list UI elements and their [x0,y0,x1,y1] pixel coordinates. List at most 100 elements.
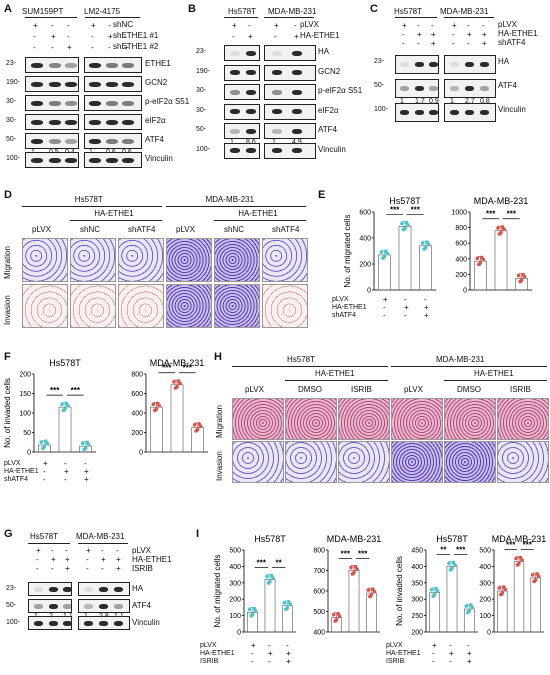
significance-label: ** [440,545,447,554]
bar-chart-I-mig-MDA: MDA-MB-231 400 500 600 700 800 *** *** [313,534,381,637]
plus-minus-mark: - [51,546,54,555]
cell-line-mda: MDA-MB-231 [76,532,125,541]
data-point [287,600,291,604]
cell-line-mda: MDA-MB-231 [205,195,255,204]
cell-line-lm2: LM2-4175 [84,7,121,16]
bar [398,225,412,291]
protein-band [106,119,118,125]
blot-strip [264,123,316,139]
band-label: GCN2 [145,78,168,87]
cell-line-sum159pt: SUM159PT [22,7,64,16]
band-label: ATF4 [318,125,337,134]
data-point [521,272,525,277]
data-point [371,587,375,591]
significance-label: *** [358,550,368,559]
blot-strip [444,79,496,98]
plus-minus-mark: + [65,564,70,573]
data-point [80,441,85,446]
data-point [265,574,269,579]
blot-strip [25,152,79,168]
bar [497,590,508,633]
data-point [480,255,484,260]
protein-band [415,62,424,67]
bar [348,570,360,633]
plus-minus-mark: + [36,546,41,555]
microscopy-image [118,238,164,282]
plus-minus-mark: + [286,649,291,658]
mw-marker: 23- [196,48,207,55]
y-tick-label: 400 [359,236,371,243]
mw-marker: 23- [6,60,17,67]
microscopy-image [391,441,443,483]
plus-minus-mark: - [286,641,289,650]
column-label: shATF4 [128,225,156,234]
plus-minus-mark: + [424,303,429,312]
mw-marker: 50- [6,602,17,609]
bar [150,406,163,453]
bar [446,566,458,633]
protein-band [49,81,61,87]
y-tick-label: 0 [237,630,241,637]
band-label: ATF4 [498,81,517,90]
y-tick-label: 100 [19,411,31,418]
data-point [499,592,503,597]
mw-marker: 190- [196,67,211,75]
protein-band [31,62,43,68]
protein-band [114,603,123,609]
protein-band [230,70,240,75]
protein-band [429,62,438,67]
protein-band [465,110,474,115]
row-shethe1-1: shETHE1 #1 [113,31,159,40]
data-point [466,610,470,615]
plus-minus-mark: - [248,21,251,30]
y-tick-label: 0 [463,288,467,295]
plus-minus-mark: - [482,21,485,30]
data-point [422,247,426,251]
column-label: DMSO [298,385,322,394]
plus-minus-mark: + [86,546,91,555]
data-point [447,561,451,566]
data-point [176,379,181,383]
data-point [477,262,481,267]
protein-band [246,109,256,114]
blot-strip [25,114,79,130]
blot-strip [25,95,79,111]
protein-band [230,109,240,114]
divider [285,380,388,381]
row-label-migration: Migration [215,405,224,438]
microscopy-image [262,238,308,282]
microscopy-image [497,441,549,483]
plus-minus-mark: - [424,295,427,304]
data-point [269,573,274,578]
blot-strip [28,616,72,630]
protein-band [400,86,409,91]
protein-band [63,586,72,592]
plus-minus-mark: + [64,467,69,476]
y-tick-label: 200 [455,272,467,279]
row-label: ISRIB [200,658,219,665]
bar [494,230,508,291]
row-ha-ethe1: HA-ETHE1 [498,29,538,38]
plus-minus-mark: - [431,21,434,30]
blot-strip [224,123,260,139]
data-point [252,606,256,611]
row-plvx: pLVX [300,20,319,29]
significance-label: *** [486,210,496,219]
row-label: pLVX [200,642,217,649]
plus-minus-mark: - [51,43,54,52]
y-tick-label: 300 [229,580,241,587]
plus-minus-mark: + [33,21,38,30]
blot-strip [224,64,260,81]
y-tick-label: 200 [19,372,31,379]
bar [365,592,377,633]
bar [378,254,391,291]
protein-band [122,157,134,163]
plus-minus-mark: + [467,649,472,658]
y-tick-label: 250 [411,613,423,620]
data-point [518,555,523,560]
data-point [379,250,384,254]
plus-minus-mark: - [417,21,420,30]
data-point [41,446,45,451]
mw-marker: 190- [6,79,21,86]
protein-band [49,138,61,144]
